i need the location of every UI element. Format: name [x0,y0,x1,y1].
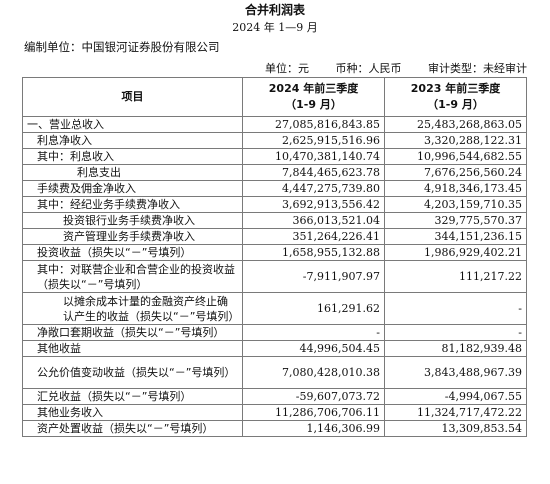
row-label: 其他收益 [22,340,243,357]
row-label: 投资收益（损失以“－”号填列） [22,244,243,261]
table-row: 净敞口套期收益（损失以“－”号填列） - - [22,324,527,341]
value-2023: 13,309,853.54 [384,420,527,437]
table-row: 资产处置收益（损失以“－”号填列） 1,146,306.99 13,309,85… [22,420,527,437]
row-label: 汇兑收益（损失以“－”号填列） [22,388,243,405]
row-label: 其中：对联营企业和合营企业的投资收益（损失以“－”号填列） [22,260,243,293]
value-2024: 7,844,465,623.78 [242,164,385,181]
value-2024: 4,447,275,739.80 [242,180,385,197]
row-label: 利息支出 [22,164,243,181]
value-2024: -59,607,073.72 [242,388,385,405]
value-2024: 10,470,381,140.74 [242,148,385,165]
row-label: 一、营业总收入 [22,116,243,133]
table-row: 汇兑收益（损失以“－”号填列） -59,607,073.72 -4,994,06… [22,388,527,405]
table-row: 利息净收入 2,625,915,516.96 3,320,288,122.31 [22,132,527,149]
table-row: 公允价值变动收益（损失以“－”号填列） 7,080,428,010.38 3,8… [22,356,527,389]
value-2023: - [384,324,527,341]
value-2023: 10,996,544,682.55 [384,148,527,165]
value-2023: 3,843,488,967.39 [384,356,527,389]
unit-label: 单位：元 [265,62,309,75]
value-2023: 111,217.22 [384,260,527,293]
table-row: 其中：对联营企业和合营企业的投资收益（损失以“－”号填列） -7,911,907… [22,260,527,293]
table-row: 其中：经纪业务手续费净收入 3,692,913,556.42 4,203,159… [22,196,527,213]
table-row: 投资银行业务手续费净收入 366,013,521.04 329,775,570.… [22,212,527,229]
value-2024: 366,013,521.04 [242,212,385,229]
row-label: 利息净收入 [22,132,243,149]
audit-label: 审计类型：未经审计 [428,62,527,75]
table-row: 一、营业总收入 27,085,816,843.85 25,483,268,863… [22,116,527,133]
row-label: 净敞口套期收益（损失以“－”号填列） [22,324,243,341]
row-label: 手续费及佣金净收入 [22,180,243,197]
value-2024: 1,658,955,132.88 [242,244,385,261]
value-2023: 344,151,236.15 [384,228,527,245]
value-2023: 81,182,939.48 [384,340,527,357]
row-label: 资产管理业务手续费净收入 [22,228,243,245]
column-header-2024-line1: 2024 年前三季度 [268,82,359,95]
value-2024: 2,625,915,516.96 [242,132,385,149]
statement-period: 2024 年 1—9 月 [232,21,318,34]
value-2023: 7,676,256,560.24 [384,164,527,181]
table-row: 利息支出 7,844,465,623.78 7,676,256,560.24 [22,164,527,181]
column-header-item: 项目 [22,77,243,117]
value-2023: 4,203,159,710.35 [384,196,527,213]
table-row: 其他业务收入 11,286,706,706.11 11,324,717,472.… [22,404,527,421]
currency-label: 币种：人民币 [335,62,402,75]
value-2023: -4,994,067.55 [384,388,527,405]
value-2024: 44,996,504.45 [242,340,385,357]
value-2024: 161,291.62 [242,292,385,325]
column-header-2024-line2: （1-9 月） [285,98,342,111]
table-row: 其他收益 44,996,504.45 81,182,939.48 [22,340,527,357]
value-2024: 1,146,306.99 [242,420,385,437]
row-label: 其他业务收入 [22,404,243,421]
value-2023: 4,918,346,173.45 [384,180,527,197]
value-2023: 329,775,570.37 [384,212,527,229]
value-2023: 3,320,288,122.31 [384,132,527,149]
statement-title: 合并利润表 [244,3,305,17]
table-row: 其中：利息收入 10,470,381,140.74 10,996,544,682… [22,148,527,165]
value-2024: 11,286,706,706.11 [242,404,385,421]
income-statement-table: 项目 2024 年前三季度 （1-9 月） 2023 年前三季度 （1-9 月）… [22,77,527,437]
table-row: 投资收益（损失以“－”号填列） 1,658,955,132.88 1,986,9… [22,244,527,261]
row-label: 投资银行业务手续费净收入 [22,212,243,229]
value-2024: 3,692,913,556.42 [242,196,385,213]
value-2024: 27,085,816,843.85 [242,116,385,133]
row-label: 其中：利息收入 [22,148,243,165]
compiler-line: 编制单位：中国银河证券股份有限公司 [24,40,220,54]
table-row: 资产管理业务手续费净收入 351,264,226.41 344,151,236.… [22,228,527,245]
value-2023: 11,324,717,472.22 [384,404,527,421]
value-2024: -7,911,907.97 [242,260,385,293]
value-2024: 7,080,428,010.38 [242,356,385,389]
row-label: 资产处置收益（损失以“－”号填列） [22,420,243,437]
table-row: 以摊余成本计量的金融资产终止确认产生的收益（损失以“－”号填列） 161,291… [22,292,527,325]
row-label: 以摊余成本计量的金融资产终止确认产生的收益（损失以“－”号填列） [22,292,243,325]
column-header-2024: 2024 年前三季度 （1-9 月） [242,77,385,117]
column-header-2023-line2: （1-9 月） [427,98,484,111]
units-line: 单位：元 币种：人民币 审计类型：未经审计 [265,62,527,76]
column-header-2023: 2023 年前三季度 （1-9 月） [384,77,527,117]
value-2023: 1,986,929,402.21 [384,244,527,261]
value-2024: 351,264,226.41 [242,228,385,245]
value-2023: - [384,292,527,325]
table-row: 手续费及佣金净收入 4,447,275,739.80 4,918,346,173… [22,180,527,197]
row-label: 其中：经纪业务手续费净收入 [22,196,243,213]
value-2024: - [242,324,385,341]
row-label: 公允价值变动收益（损失以“－”号填列） [22,356,243,389]
value-2023: 25,483,268,863.05 [384,116,527,133]
column-header-2023-line1: 2023 年前三季度 [410,82,501,95]
